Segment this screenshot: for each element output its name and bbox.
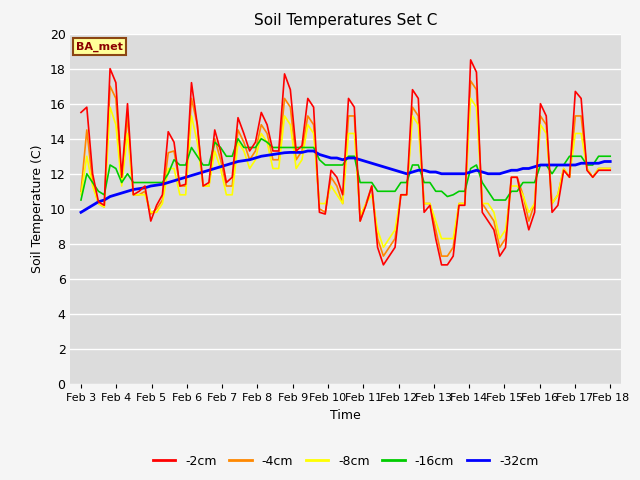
Text: BA_met: BA_met — [76, 41, 123, 52]
X-axis label: Time: Time — [330, 408, 361, 421]
Y-axis label: Soil Temperature (C): Soil Temperature (C) — [31, 144, 44, 273]
Title: Soil Temperatures Set C: Soil Temperatures Set C — [254, 13, 437, 28]
Legend: -2cm, -4cm, -8cm, -16cm, -32cm: -2cm, -4cm, -8cm, -16cm, -32cm — [148, 450, 543, 473]
